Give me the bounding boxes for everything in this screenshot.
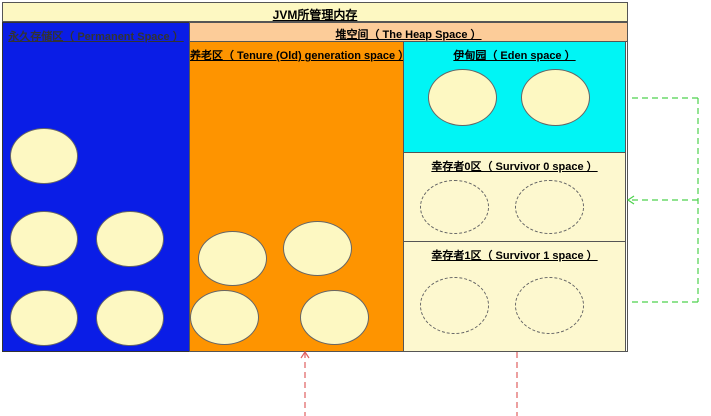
tenure-object bbox=[198, 231, 267, 286]
tenure-object bbox=[300, 290, 369, 345]
red-arrowhead-left bbox=[300, 350, 310, 359]
tenure-space: 养老区（ Tenure (Old) generation space ） bbox=[189, 41, 410, 352]
permanent-object bbox=[10, 211, 78, 267]
tenure-object bbox=[190, 290, 259, 345]
permanent-object bbox=[10, 290, 78, 346]
eden-object bbox=[428, 69, 497, 126]
heap-space-header: 堆空间（ The Heap Space ） bbox=[189, 22, 628, 42]
heap-space-label: 堆空间（ The Heap Space ） bbox=[335, 29, 482, 41]
survivor-1-space: 幸存者1区（ Survivor 1 space ） bbox=[403, 241, 626, 352]
survivor-0-empty-slot bbox=[420, 180, 489, 234]
permanent-object bbox=[96, 290, 164, 346]
survivor-1-empty-slot bbox=[515, 277, 584, 334]
title-bar: JVM所管理内存 bbox=[2, 2, 628, 22]
survivor-0-empty-slot bbox=[515, 180, 584, 234]
survivor-0-label: 幸存者0区（ Survivor 0 space ） bbox=[431, 161, 598, 173]
green-arrowhead-s0 bbox=[626, 195, 635, 205]
eden-space-label: 伊甸园（ Eden space ） bbox=[453, 50, 576, 62]
permanent-object bbox=[96, 211, 164, 267]
eden-object bbox=[521, 69, 590, 126]
tenure-object bbox=[283, 221, 352, 276]
permanent-object bbox=[10, 128, 78, 184]
survivor-1-empty-slot bbox=[420, 277, 489, 334]
permanent-space-label: 永久存储区（ Permanent Space ） bbox=[8, 31, 184, 43]
diagram-title: JVM所管理内存 bbox=[272, 8, 358, 22]
survivor-1-label: 幸存者1区（ Survivor 1 space ） bbox=[431, 250, 598, 262]
tenure-space-label: 养老区（ Tenure (Old) generation space ） bbox=[190, 50, 410, 62]
